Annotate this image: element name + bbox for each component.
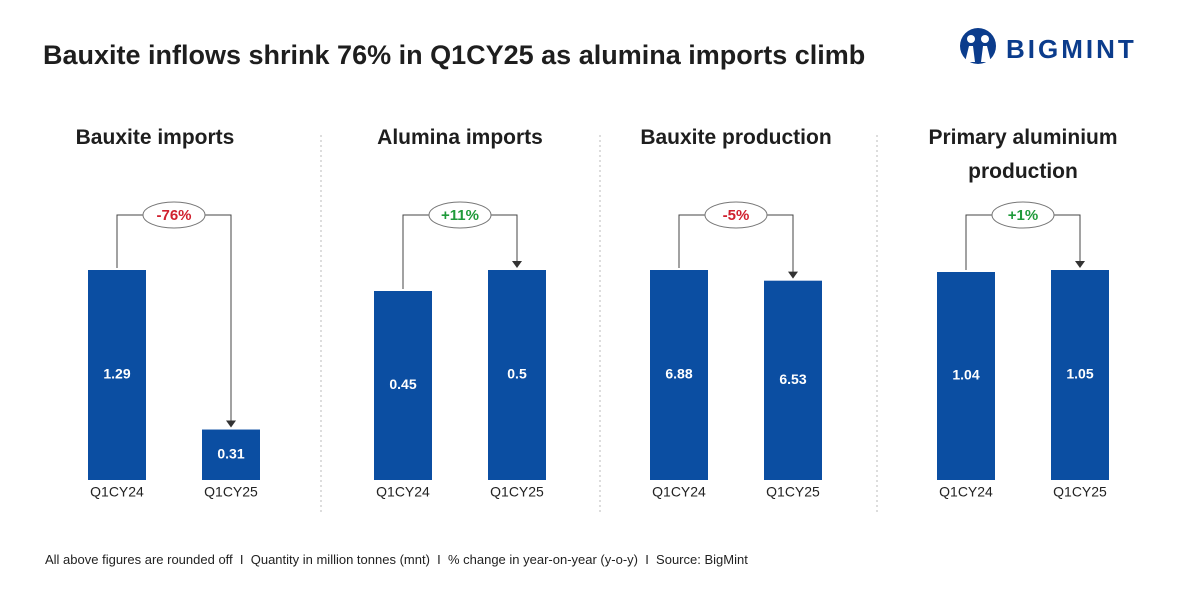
x-tick-label: Q1CY25 (766, 484, 820, 500)
change-label: +1% (1008, 207, 1038, 224)
panel-title: Bauxite imports (75, 126, 235, 149)
value-label: 1.29 (103, 366, 130, 382)
arrow-head (1075, 261, 1085, 268)
bar (488, 270, 546, 480)
arrow-head (788, 271, 798, 279)
value-label: 1.04 (952, 367, 979, 383)
value-label: 0.31 (217, 445, 244, 461)
value-label: 6.53 (779, 371, 806, 387)
panel-title: Primary aluminium production (928, 126, 1118, 183)
footnote: All above figures are rounded off I Quan… (45, 552, 748, 567)
x-tick-label: Q1CY24 (376, 484, 430, 500)
change-badge (428, 201, 492, 229)
change-badge (704, 201, 768, 229)
value-label: 0.5 (507, 366, 527, 382)
x-tick-label: Q1CY25 (204, 484, 258, 500)
bar (764, 280, 822, 480)
logo-icon (960, 28, 996, 64)
change-label: +11% (441, 207, 479, 224)
x-tick-label: Q1CY24 (939, 484, 993, 500)
bar (650, 270, 708, 480)
value-label: 6.88 (665, 366, 692, 382)
change-badge (991, 201, 1055, 229)
x-tick-label: Q1CY25 (490, 484, 544, 500)
x-tick-label: Q1CY25 (1053, 484, 1107, 500)
brand: BIGMINT (1006, 34, 1137, 64)
change-label: -76% (156, 207, 191, 224)
value-label: 0.45 (389, 376, 416, 392)
x-tick-label: Q1CY24 (652, 484, 706, 500)
value-label: 1.05 (1066, 366, 1093, 382)
arrow-head (512, 261, 522, 268)
main-title: Bauxite inflows shrink 76% in Q1CY25 as … (43, 40, 866, 70)
bar (88, 270, 146, 480)
panel-title: Alumina imports (377, 126, 543, 149)
bar (202, 429, 260, 480)
bar (937, 272, 995, 480)
change-badge (142, 201, 206, 229)
change-label: -5% (723, 207, 750, 224)
x-tick-label: Q1CY24 (90, 484, 144, 500)
bar (374, 291, 432, 480)
panel-title: Bauxite production (640, 126, 832, 149)
arrow-head (226, 420, 236, 428)
bar (1051, 270, 1109, 480)
